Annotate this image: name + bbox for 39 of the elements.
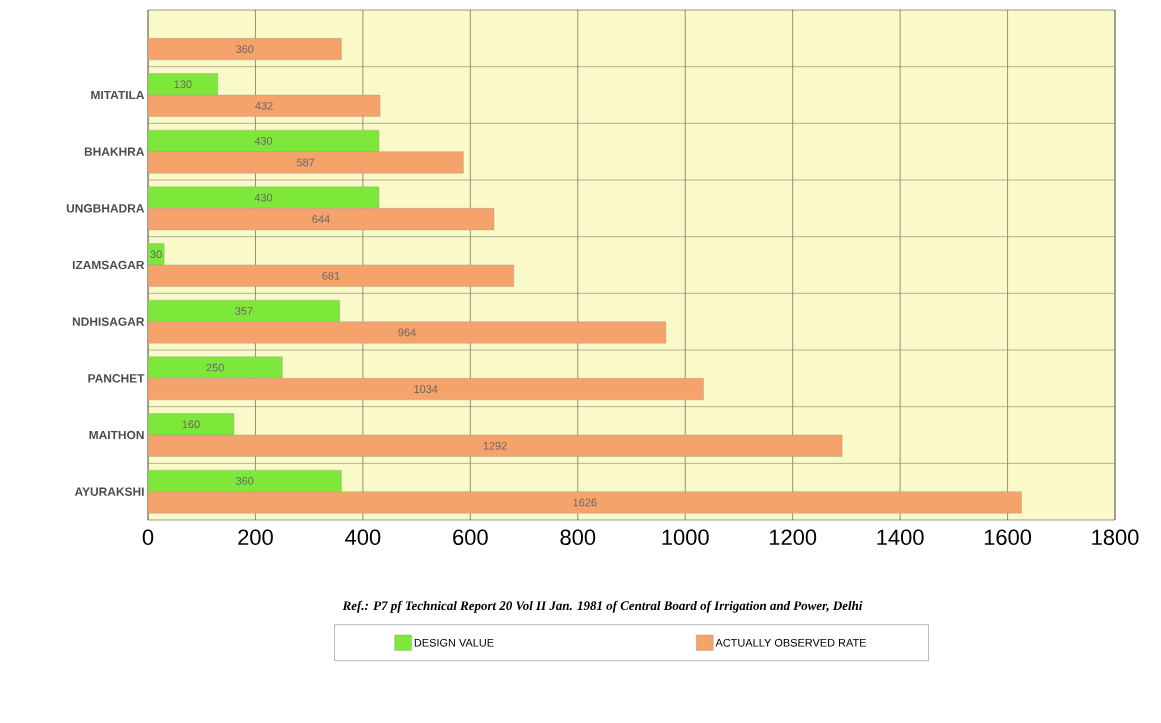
x-tick-label: 1800 bbox=[1092, 529, 1139, 546]
text: Ref.: P7 pf Technical Report 20 Vol II Jan. 1981 of Central Board of Irrigation and Power, Delhi bbox=[342, 600, 863, 613]
y-tick-label: BHAKHRA bbox=[84, 147, 145, 156]
data-label: 1626 bbox=[573, 498, 597, 507]
x-tick-label: 1600 bbox=[984, 529, 1032, 546]
data-label: 430 bbox=[254, 193, 273, 202]
x-tick-label: 0 bbox=[142, 529, 154, 546]
data-label: 1292 bbox=[483, 441, 507, 450]
data-label: 432 bbox=[255, 101, 273, 110]
x-tick-label: 400 bbox=[345, 529, 381, 546]
data-label: 964 bbox=[398, 328, 416, 337]
x-tick-label: 1400 bbox=[877, 529, 924, 546]
y-tick-label: IZAMSAGAR bbox=[72, 260, 145, 270]
legend-label: ACTUALLY OBSERVED RATE bbox=[715, 638, 867, 647]
y-tick-label: UNGBHADRA bbox=[66, 204, 145, 213]
data-label: 430 bbox=[254, 137, 273, 145]
data-label: 644 bbox=[312, 215, 330, 223]
data-label: 360 bbox=[235, 477, 254, 485]
x-tick-label: 1200 bbox=[769, 529, 817, 546]
data-label: 30 bbox=[150, 250, 162, 259]
x-tick-label: 800 bbox=[560, 529, 596, 546]
data-label: 587 bbox=[296, 158, 315, 167]
data-label: 360 bbox=[235, 45, 254, 53]
y-tick-label: PANCHET bbox=[88, 374, 145, 383]
x-tick-label: 200 bbox=[238, 529, 273, 546]
bar bbox=[147, 38, 342, 61]
x-tick-label: 1000 bbox=[662, 529, 709, 546]
data-label: 160 bbox=[182, 420, 200, 429]
y-tick-label: AYURAKSHI bbox=[74, 487, 144, 496]
y-tick-label: MITATILA bbox=[91, 90, 145, 100]
x-tick-label: 600 bbox=[453, 529, 488, 546]
data-label: 130 bbox=[174, 80, 192, 89]
data-label: 357 bbox=[235, 307, 253, 315]
legend-label: DESIGN VALUE bbox=[414, 638, 494, 647]
y-tick-label: NDHISAGAR bbox=[72, 317, 145, 326]
data-label: 250 bbox=[206, 363, 224, 372]
data-label: 681 bbox=[322, 271, 340, 280]
data-label: 1034 bbox=[414, 385, 438, 393]
y-tick-label: MAITHON bbox=[89, 430, 144, 440]
